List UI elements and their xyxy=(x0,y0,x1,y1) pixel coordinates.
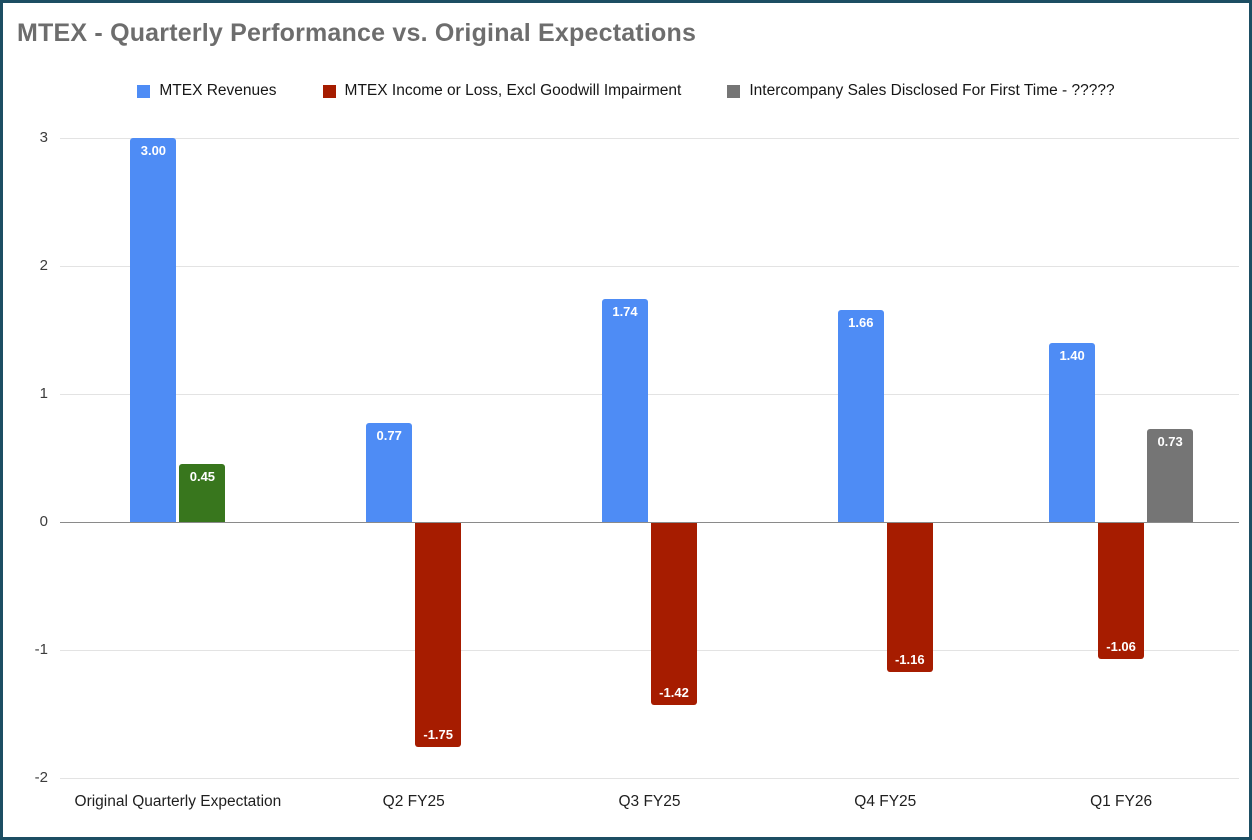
bar: 3.00 xyxy=(130,138,177,522)
x-axis-zero-line xyxy=(60,522,1239,523)
bar-value-label: 0.77 xyxy=(376,428,402,444)
bar: -1.06 xyxy=(1098,523,1145,659)
x-axis-category-label: Q2 FY25 xyxy=(382,793,445,810)
gridline xyxy=(60,394,1239,395)
bar: 1.74 xyxy=(602,299,648,522)
legend-swatch xyxy=(727,84,741,98)
legend-item: MTEX Income or Loss, Excl Goodwill Impai… xyxy=(322,82,682,100)
x-axis-category-label: Original Quarterly Expectation xyxy=(74,793,282,810)
chart-title: MTEX - Quarterly Performance vs. Origina… xyxy=(17,19,697,47)
bar-value-label: -1.75 xyxy=(423,727,453,742)
legend-label: MTEX Income or Loss, Excl Goodwill Impai… xyxy=(344,82,682,99)
bar: 0.77 xyxy=(366,423,413,522)
bar-value-label: 3.00 xyxy=(140,143,167,158)
y-axis-tick-label: -1 xyxy=(34,641,48,658)
bar: -1.42 xyxy=(651,523,697,705)
y-axis-tick-label: 0 xyxy=(39,513,48,530)
plot-area: 3 2 1 0 -1 -2 Original Quarterly Expectation 3.… xyxy=(3,3,1249,837)
gridline xyxy=(60,778,1239,779)
bar: 1.66 xyxy=(837,309,884,522)
bar-value-label: -1.42 xyxy=(659,684,689,700)
bar-value-label: 0.73 xyxy=(1157,433,1183,449)
gridline xyxy=(60,266,1239,267)
bar: -1.75 xyxy=(415,523,462,747)
x-axis-category-label: Q1 FY26 xyxy=(1090,793,1153,810)
bar-value-label: -1.16 xyxy=(894,651,925,667)
bar-value-label: 1.74 xyxy=(612,304,638,320)
bar-value-label: -1.06 xyxy=(1106,638,1136,654)
bar: 1.40 xyxy=(1049,342,1096,522)
y-axis-tick-label: -2 xyxy=(34,769,48,786)
legend-item: MTEX Revenues xyxy=(137,82,277,100)
bar: -1.16 xyxy=(886,523,933,672)
bar-value-label: 0.45 xyxy=(189,469,216,485)
legend-item: Intercompany Sales Disclosed For First T… xyxy=(727,82,1115,100)
y-axis-tick-label: 1 xyxy=(39,385,48,402)
bar-value-label: 1.40 xyxy=(1059,347,1085,363)
y-axis-tick-label: 2 xyxy=(39,257,48,274)
legend-swatch xyxy=(322,84,336,98)
legend-label: Intercompany Sales Disclosed For First T… xyxy=(749,82,1115,99)
bar: 0.45 xyxy=(179,464,226,522)
legend-label: MTEX Revenues xyxy=(159,82,277,99)
bar-value-label: 1.66 xyxy=(848,314,874,330)
bar: 0.73 xyxy=(1147,428,1194,522)
legend: MTEX Revenues MTEX Income or Loss, Excl G… xyxy=(23,82,1229,100)
x-axis-category-label: Q4 FY25 xyxy=(854,793,917,810)
gridline xyxy=(60,650,1239,651)
y-axis-tick-label: 3 xyxy=(39,129,48,146)
x-axis-category-label: Q3 FY25 xyxy=(618,793,681,810)
legend-swatch xyxy=(137,84,151,98)
gridline xyxy=(60,138,1239,139)
